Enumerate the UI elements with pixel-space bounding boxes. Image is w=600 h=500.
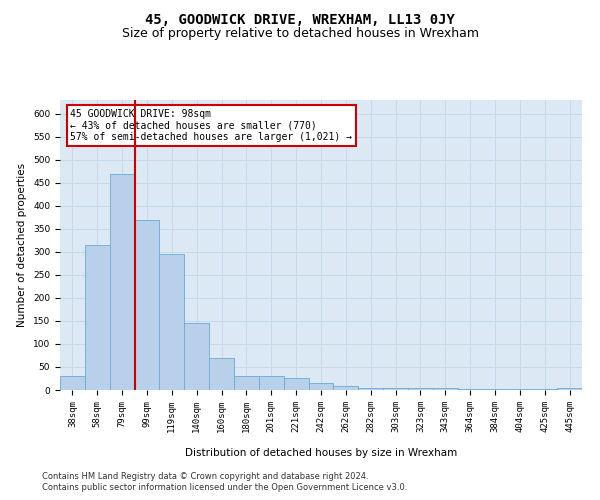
Y-axis label: Number of detached properties: Number of detached properties bbox=[17, 163, 28, 327]
Text: 45 GOODWICK DRIVE: 98sqm
← 43% of detached houses are smaller (770)
57% of semi-: 45 GOODWICK DRIVE: 98sqm ← 43% of detach… bbox=[70, 108, 352, 142]
Bar bbox=[284, 378, 308, 390]
Bar bbox=[110, 174, 134, 390]
Bar bbox=[508, 389, 532, 390]
Bar bbox=[60, 376, 85, 390]
Bar bbox=[358, 388, 383, 390]
Text: Contains public sector information licensed under the Open Government Licence v3: Contains public sector information licen… bbox=[42, 483, 407, 492]
Bar bbox=[134, 220, 160, 390]
Bar bbox=[308, 383, 334, 390]
Bar bbox=[259, 376, 284, 390]
Bar bbox=[433, 388, 458, 390]
Bar bbox=[458, 389, 482, 390]
Text: Distribution of detached houses by size in Wrexham: Distribution of detached houses by size … bbox=[185, 448, 457, 458]
Bar bbox=[383, 388, 408, 390]
Text: Size of property relative to detached houses in Wrexham: Size of property relative to detached ho… bbox=[121, 28, 479, 40]
Bar bbox=[209, 358, 234, 390]
Text: 45, GOODWICK DRIVE, WREXHAM, LL13 0JY: 45, GOODWICK DRIVE, WREXHAM, LL13 0JY bbox=[145, 12, 455, 26]
Text: Contains HM Land Registry data © Crown copyright and database right 2024.: Contains HM Land Registry data © Crown c… bbox=[42, 472, 368, 481]
Bar bbox=[160, 254, 184, 390]
Bar bbox=[482, 389, 508, 390]
Bar bbox=[184, 324, 209, 390]
Bar bbox=[334, 386, 358, 390]
Bar bbox=[85, 245, 110, 390]
Bar bbox=[408, 388, 433, 390]
Bar bbox=[234, 376, 259, 390]
Bar bbox=[557, 388, 582, 390]
Bar bbox=[532, 389, 557, 390]
